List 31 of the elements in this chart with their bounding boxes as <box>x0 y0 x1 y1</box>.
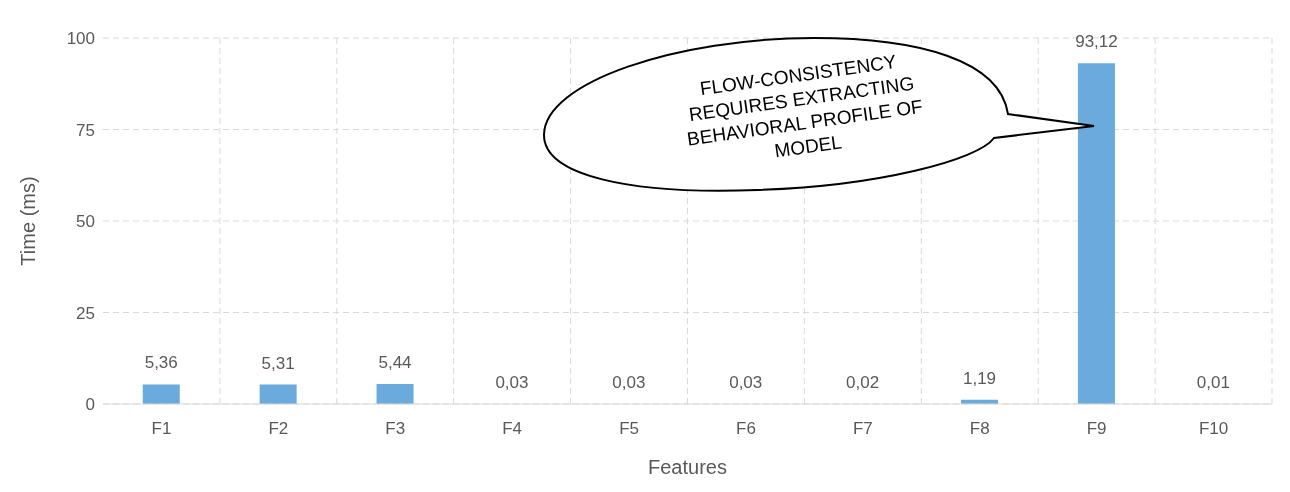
data-label: 0,02 <box>846 372 880 392</box>
x-tick-label: F2 <box>268 419 289 439</box>
x-tick-label: F9 <box>1086 419 1107 439</box>
y-tick-label: 0 <box>85 395 95 415</box>
data-label: 5,36 <box>144 353 178 373</box>
data-label: 0,03 <box>495 372 529 392</box>
x-tick-label: F10 <box>1198 419 1229 439</box>
data-label: 0,01 <box>1196 372 1230 392</box>
data-label: 1,19 <box>963 368 997 388</box>
data-label: 5,44 <box>378 353 412 373</box>
bar <box>142 384 180 404</box>
data-label: 0,03 <box>612 372 646 392</box>
x-tick-label: F5 <box>619 419 639 439</box>
x-tick-label: F6 <box>736 419 756 439</box>
x-axis-title: Features <box>648 456 727 478</box>
y-tick-label: 50 <box>76 212 95 232</box>
x-tick-label: F8 <box>969 419 990 439</box>
data-label: 0,03 <box>729 372 763 392</box>
x-tick-label: F7 <box>852 419 873 439</box>
data-label: 5,31 <box>261 353 295 373</box>
y-axis-title: Time (ms) <box>17 176 40 266</box>
y-tick-label: 100 <box>66 29 95 49</box>
bar <box>376 384 414 404</box>
bar <box>1077 63 1115 404</box>
y-tick-label: 25 <box>76 303 95 323</box>
x-tick-label: F4 <box>502 419 523 439</box>
x-tick-label: F3 <box>385 419 406 439</box>
data-label: 93,12 <box>1075 32 1118 52</box>
y-tick-label: 75 <box>76 120 95 140</box>
bar <box>259 384 297 404</box>
x-tick-label: F1 <box>151 419 172 439</box>
